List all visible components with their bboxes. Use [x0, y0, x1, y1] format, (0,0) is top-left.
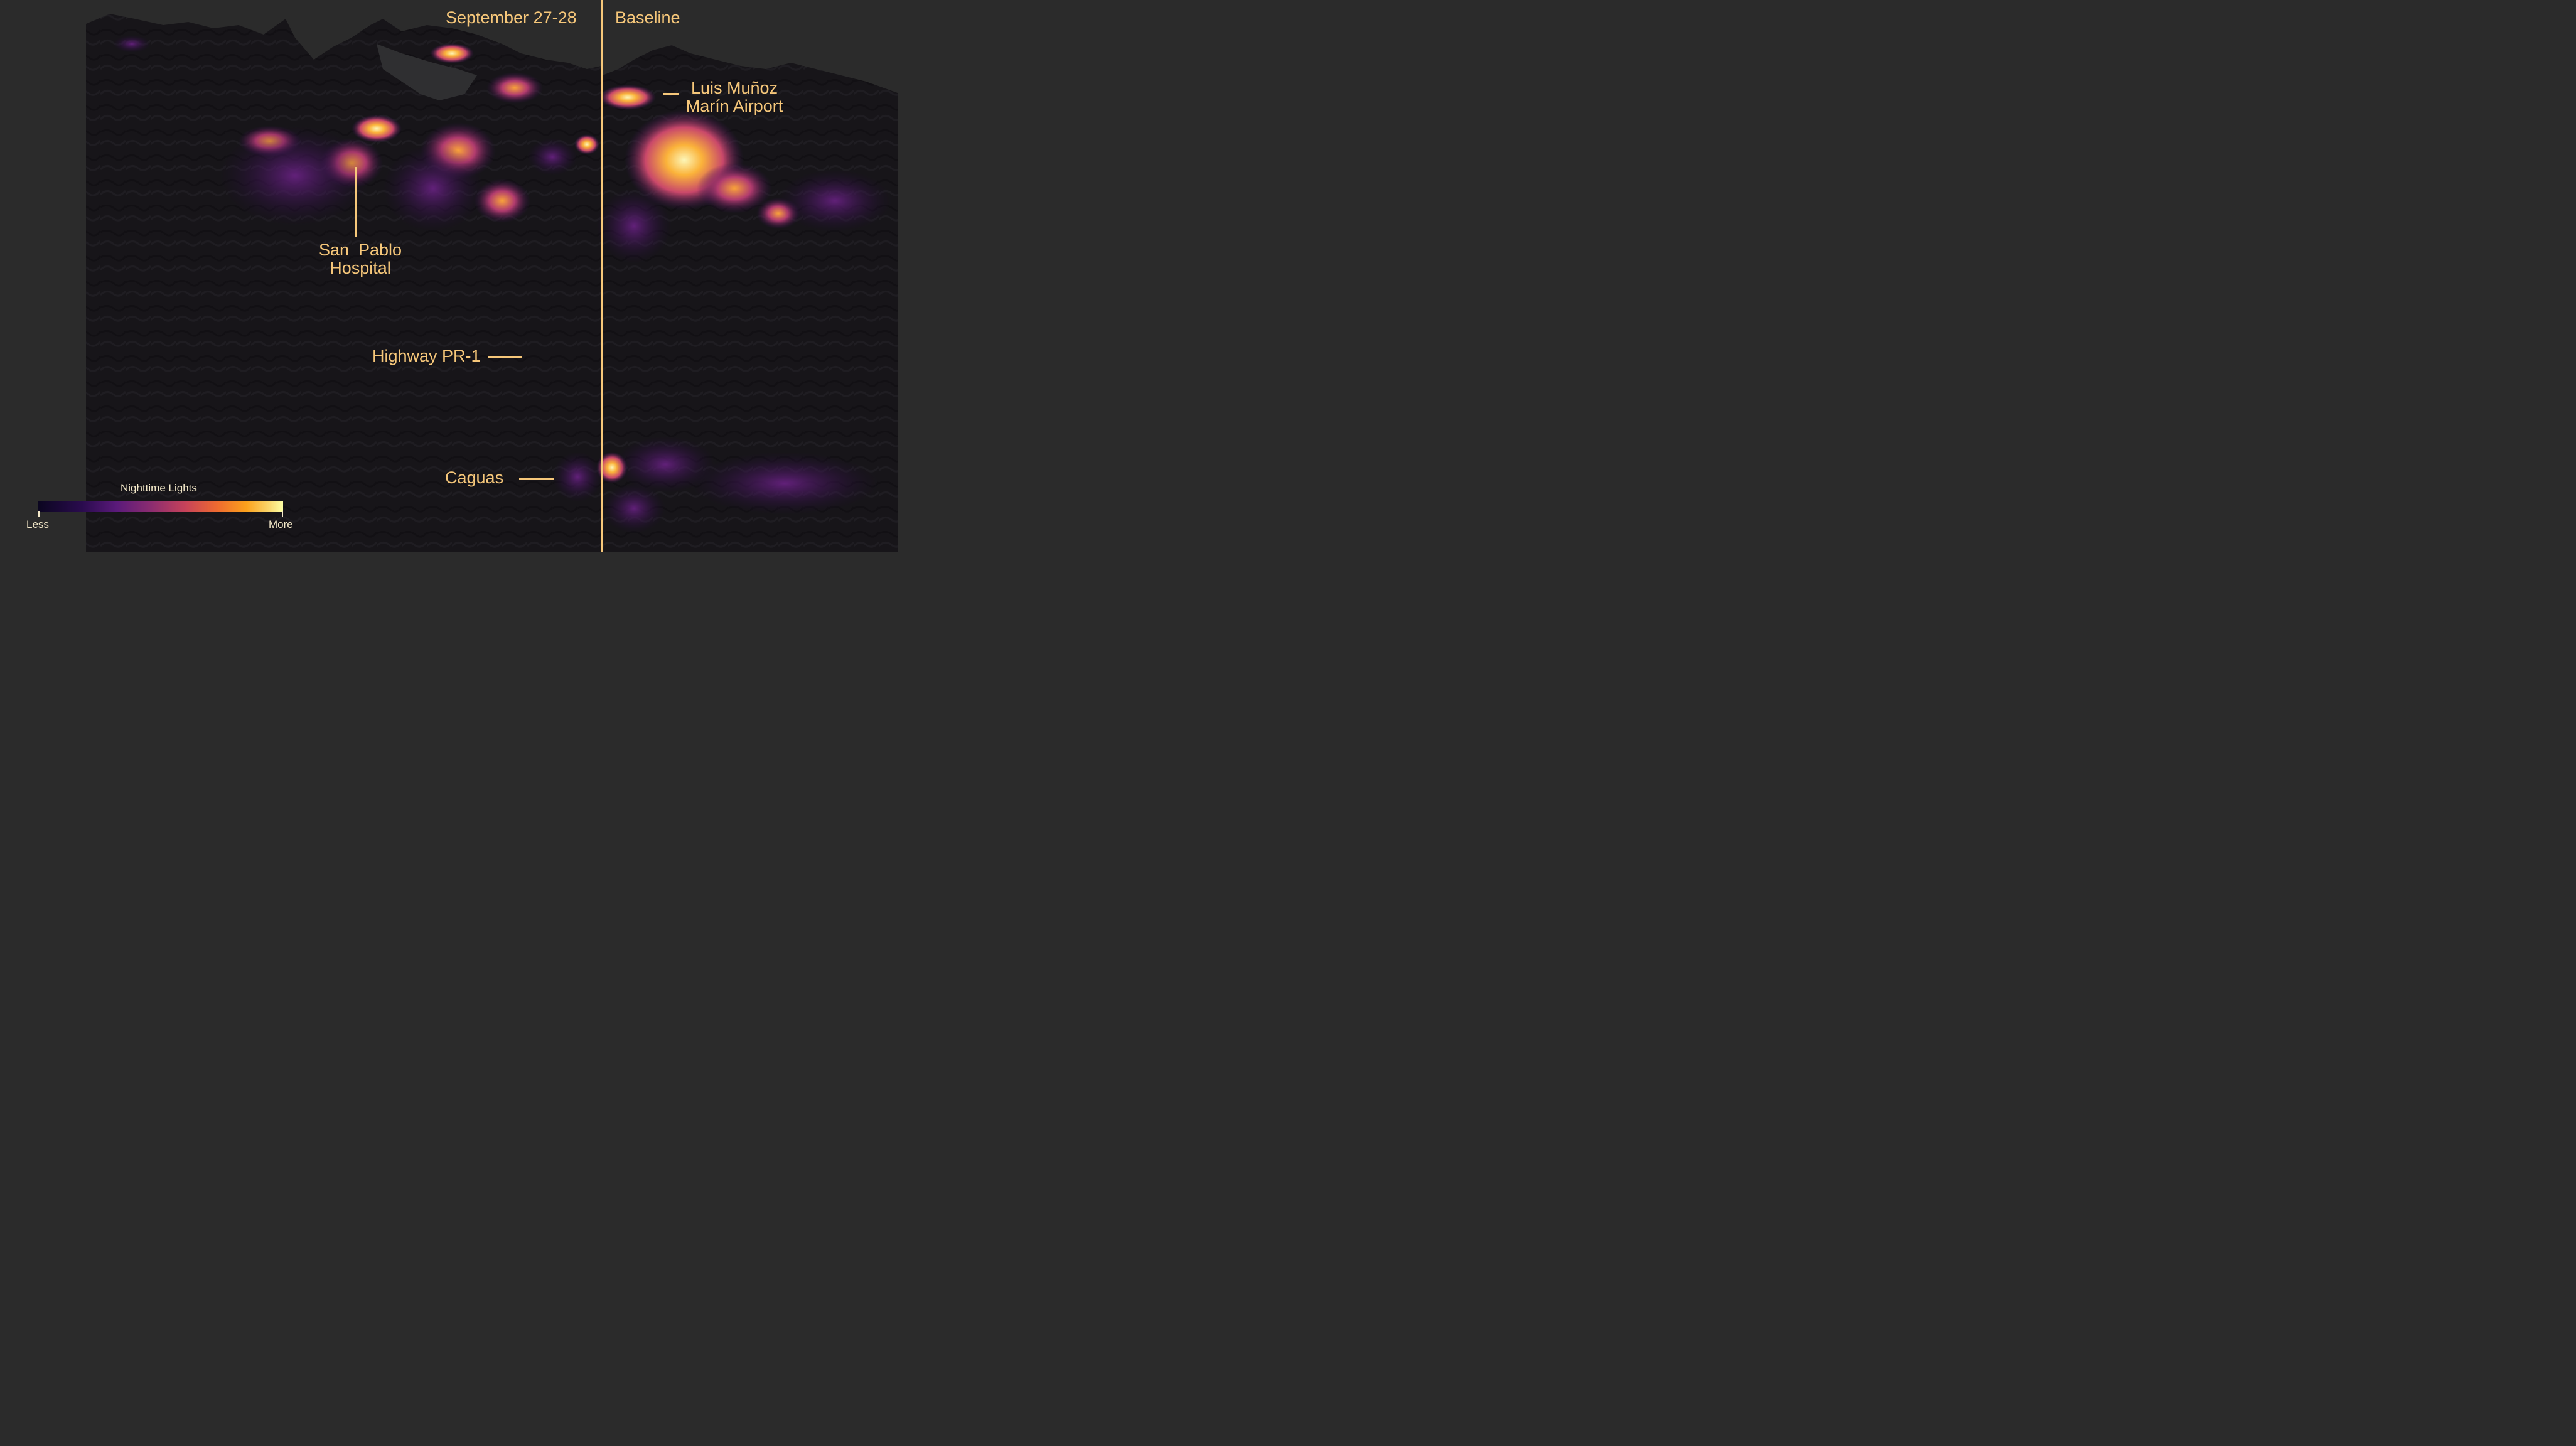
map-stage: September 27-28 Baseline Luis Muñoz Marí…	[0, 0, 984, 552]
lights-left-panel	[113, 35, 603, 502]
legend-tick-low	[38, 511, 40, 517]
hospital-label: San Pablo Hospital	[310, 241, 411, 277]
legend-title: Nighttime Lights	[121, 482, 197, 494]
legend-high-label: More	[269, 518, 293, 530]
airport-leader-line	[663, 93, 679, 95]
hospital-label-line1: San Pablo	[318, 240, 402, 259]
highway-leader-line	[488, 356, 522, 358]
bay-water	[377, 44, 477, 100]
nighttime-lights-map	[86, 0, 898, 552]
right-panel-title: Baseline	[615, 8, 680, 27]
caguas-label: Caguas	[445, 468, 504, 487]
airport-label-line2: Marín Airport	[685, 97, 783, 115]
caguas-leader-line	[519, 478, 554, 480]
legend-colorbar	[38, 501, 283, 512]
legend-tick-high	[282, 511, 283, 517]
legend-low-label: Less	[26, 518, 49, 530]
left-panel-title: September 27-28	[446, 8, 577, 27]
airport-label-line1: Luis Muñoz	[690, 78, 778, 97]
hospital-leader-line	[355, 167, 357, 237]
highway-label: Highway PR-1	[372, 346, 481, 365]
lights-right-panel	[596, 85, 891, 533]
hospital-label-line2: Hospital	[330, 259, 391, 277]
airport-label: Luis Muñoz Marín Airport	[678, 79, 791, 115]
